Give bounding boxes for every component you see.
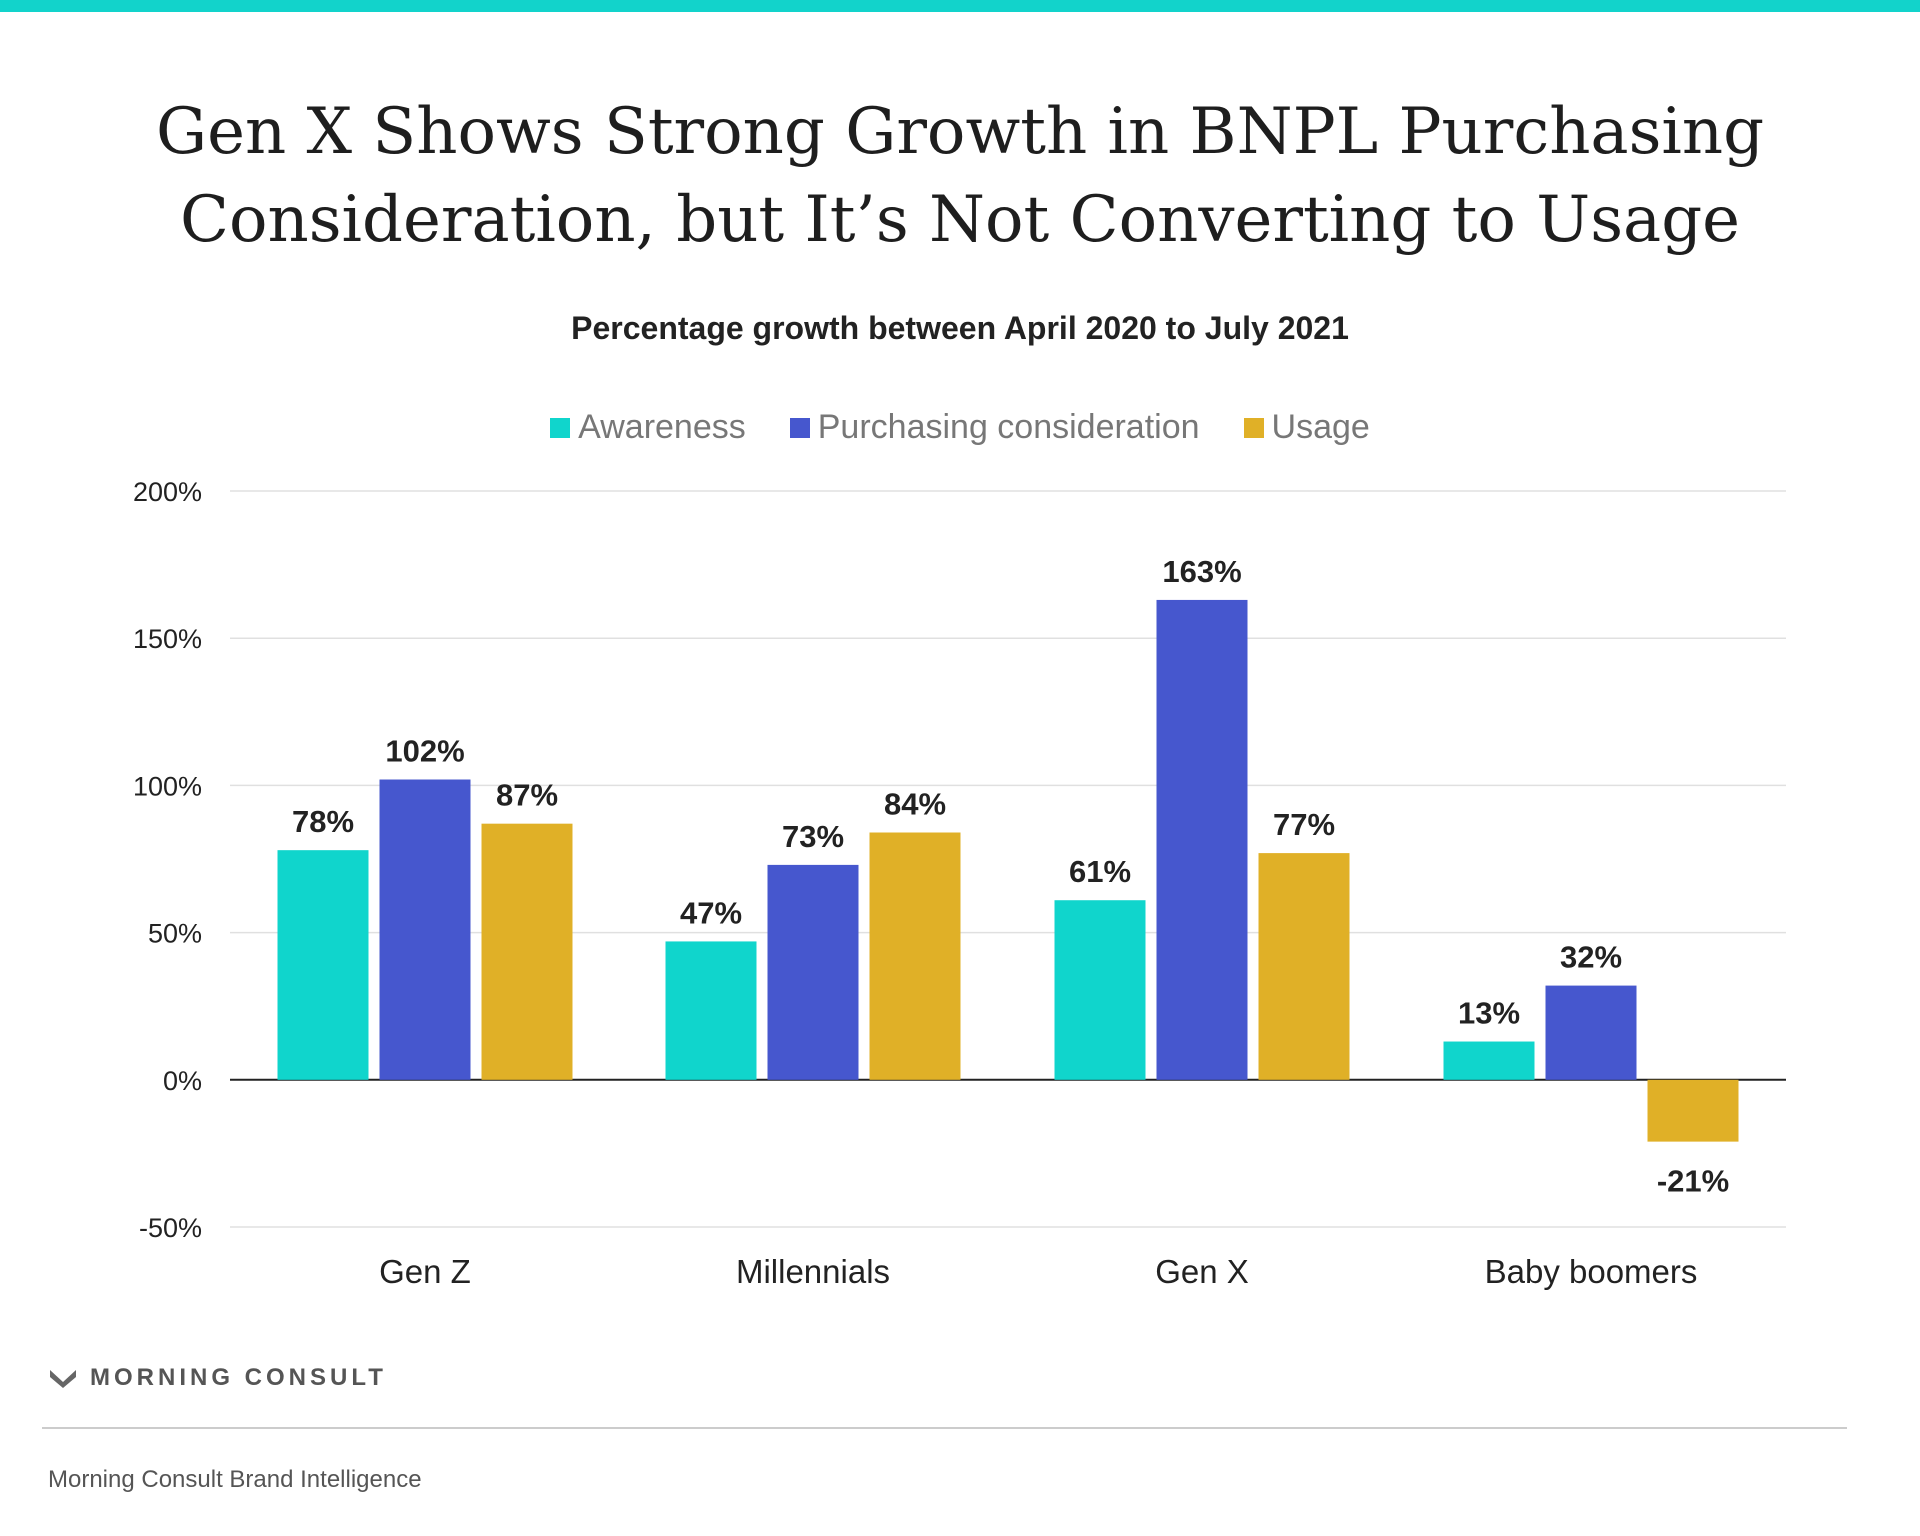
bar xyxy=(1258,853,1350,1080)
data-label: 32% xyxy=(1560,940,1622,975)
bar xyxy=(379,779,471,1080)
legend-label-awareness: Awareness xyxy=(578,408,746,446)
data-label: 61% xyxy=(1069,854,1131,889)
legend-label-usage: Usage xyxy=(1271,408,1370,446)
x-category-label: Millennials xyxy=(736,1253,890,1290)
bar xyxy=(767,864,859,1080)
x-category-label: Gen X xyxy=(1155,1253,1249,1290)
legend-item-purchasing-consideration: Purchasing consideration xyxy=(789,408,1200,447)
chart-subtitle: Percentage growth between April 2020 to … xyxy=(571,310,1349,346)
legend-swatch-usage xyxy=(1243,417,1264,438)
data-label: 87% xyxy=(496,778,558,813)
brand-name: MORNING CONSULT xyxy=(90,1364,387,1391)
data-label: 102% xyxy=(385,734,464,769)
y-tick-label: 0% xyxy=(163,1066,202,1096)
legend-item-awareness: Awareness xyxy=(550,408,746,447)
data-label: 73% xyxy=(782,819,844,854)
data-label: -21% xyxy=(1657,1164,1729,1199)
data-label: 78% xyxy=(292,804,354,839)
chart-title: Gen X Shows Strong Growth in BNPL Purcha… xyxy=(0,88,1920,264)
legend-swatch-awareness xyxy=(550,417,571,438)
bar xyxy=(1054,900,1146,1080)
bar xyxy=(1545,985,1637,1080)
y-tick-label: 200% xyxy=(133,477,202,507)
bar xyxy=(665,941,757,1080)
data-label: 47% xyxy=(680,895,742,930)
bar xyxy=(481,823,573,1080)
bar xyxy=(1156,599,1248,1080)
data-label: 13% xyxy=(1458,996,1520,1031)
brand-logo: MORNING CONSULT xyxy=(48,1364,387,1392)
footer-source: Morning Consult Brand Intelligence xyxy=(48,1466,422,1493)
top-accent-bar xyxy=(0,0,1920,12)
bar xyxy=(869,832,961,1080)
legend-label-purchasing-consideration: Purchasing consideration xyxy=(817,408,1200,446)
legend-swatch-purchasing-consideration xyxy=(789,417,810,438)
bar xyxy=(1647,1079,1739,1142)
data-label: 163% xyxy=(1162,554,1241,589)
morning-consult-logo-icon xyxy=(50,1370,76,1388)
data-label: 77% xyxy=(1273,807,1335,842)
y-tick-label: 150% xyxy=(133,624,202,654)
data-label: 84% xyxy=(884,787,946,822)
footer-divider xyxy=(42,1427,1847,1429)
bar xyxy=(1443,1041,1535,1080)
chart-title-line-1: Gen X Shows Strong Growth in BNPL Purcha… xyxy=(155,95,1765,169)
chart-title-line-2: Consideration, but It’s Not Converting t… xyxy=(179,183,1741,257)
y-tick-label: 50% xyxy=(148,919,202,949)
y-tick-label: 100% xyxy=(133,771,202,801)
x-category-label: Gen Z xyxy=(379,1253,471,1290)
legend-item-usage: Usage xyxy=(1243,408,1370,447)
bar xyxy=(277,850,369,1080)
chart-legend: Awareness Purchasing consideration Usage xyxy=(0,408,1920,447)
x-category-label: Baby boomers xyxy=(1485,1253,1698,1290)
y-tick-label: -50% xyxy=(139,1213,202,1243)
